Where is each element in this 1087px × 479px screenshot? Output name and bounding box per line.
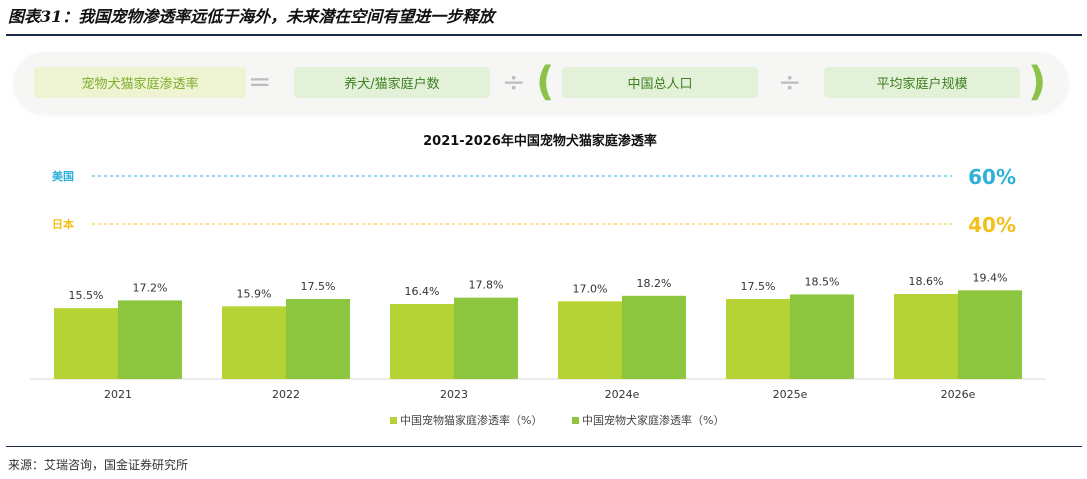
- x-tick-2026e: 2026e: [941, 388, 976, 401]
- bottom-rule: [6, 446, 1082, 447]
- bar-cat-2021: [54, 308, 118, 379]
- ref-value-japan: 40%: [968, 213, 1016, 237]
- bar-dog-2024e: [622, 295, 686, 379]
- x-tick-2025e: 2025e: [773, 388, 808, 401]
- bar-dog-2025e: [790, 294, 854, 379]
- ref-label-usa: 美国: [52, 169, 74, 183]
- data-label-dog-2024e: 18.2%: [637, 277, 672, 290]
- top-rule: [6, 34, 1082, 36]
- chart-title: 2021-2026年中国宠物犬猫家庭渗透率: [423, 133, 657, 149]
- close-paren: ): [1028, 59, 1047, 105]
- data-label-dog-2023: 17.8%: [469, 279, 504, 292]
- data-label-cat-2021: 15.5%: [69, 289, 104, 302]
- x-tick-2023: 2023: [440, 388, 468, 401]
- legend-label-cat: 中国宠物猫家庭渗透率（%）: [400, 413, 542, 427]
- bar-cat-2024e: [558, 301, 622, 379]
- data-label-cat-2022: 15.9%: [237, 287, 272, 300]
- data-label-dog-2025e: 18.5%: [805, 275, 840, 288]
- data-label-cat-2023: 16.4%: [405, 285, 440, 298]
- data-label-cat-2025e: 17.5%: [741, 280, 776, 293]
- bar-dog-2022: [286, 299, 350, 379]
- bar-cat-2025e: [726, 299, 790, 379]
- ref-label-japan: 日本: [52, 217, 74, 231]
- legend-swatch-dog: [572, 417, 579, 424]
- bar-dog-2021: [118, 300, 182, 379]
- legend-label-dog: 中国宠物犬家庭渗透率（%）: [582, 413, 724, 427]
- formula-banner: 宠物犬猫家庭渗透率 = 养犬/猫家庭户数 ÷ ( 中国总人口 ÷ 平均家庭户规模…: [14, 52, 1068, 112]
- data-label-cat-2024e: 17.0%: [573, 282, 608, 295]
- formula-avg-box: 平均家庭户规模: [824, 67, 1020, 98]
- x-tick-2021: 2021: [104, 388, 132, 401]
- source-note: 来源：艾瑞咨询，国金证券研究所: [8, 458, 189, 472]
- legend-swatch-cat: [390, 417, 397, 424]
- ref-value-usa: 60%: [968, 165, 1016, 189]
- data-label-dog-2021: 17.2%: [133, 281, 168, 294]
- open-paren: (: [536, 59, 555, 105]
- data-label-dog-2022: 17.5%: [301, 280, 336, 293]
- divide-sign-1: ÷: [502, 65, 526, 98]
- bar-cat-2026e: [894, 293, 958, 379]
- formula-numerator-box: 养犬/猫家庭户数: [294, 67, 490, 98]
- x-tick-2024e: 2024e: [605, 388, 640, 401]
- figure-title: 图表31：我国宠物渗透率远低于海外，未来潜在空间有望进一步释放: [8, 7, 495, 26]
- formula-result-box: 宠物犬猫家庭渗透率: [34, 67, 246, 98]
- bar-cat-2023: [390, 304, 454, 379]
- divide-sign-2: ÷: [778, 65, 802, 98]
- data-label-cat-2026e: 18.6%: [909, 275, 944, 288]
- equals-sign: =: [248, 65, 272, 98]
- formula-denominator-box: 中国总人口: [562, 67, 758, 98]
- x-tick-2022: 2022: [272, 388, 300, 401]
- bar-dog-2026e: [958, 290, 1022, 379]
- data-label-dog-2026e: 19.4%: [973, 271, 1008, 284]
- bar-dog-2023: [454, 297, 518, 379]
- bar-cat-2022: [222, 306, 286, 379]
